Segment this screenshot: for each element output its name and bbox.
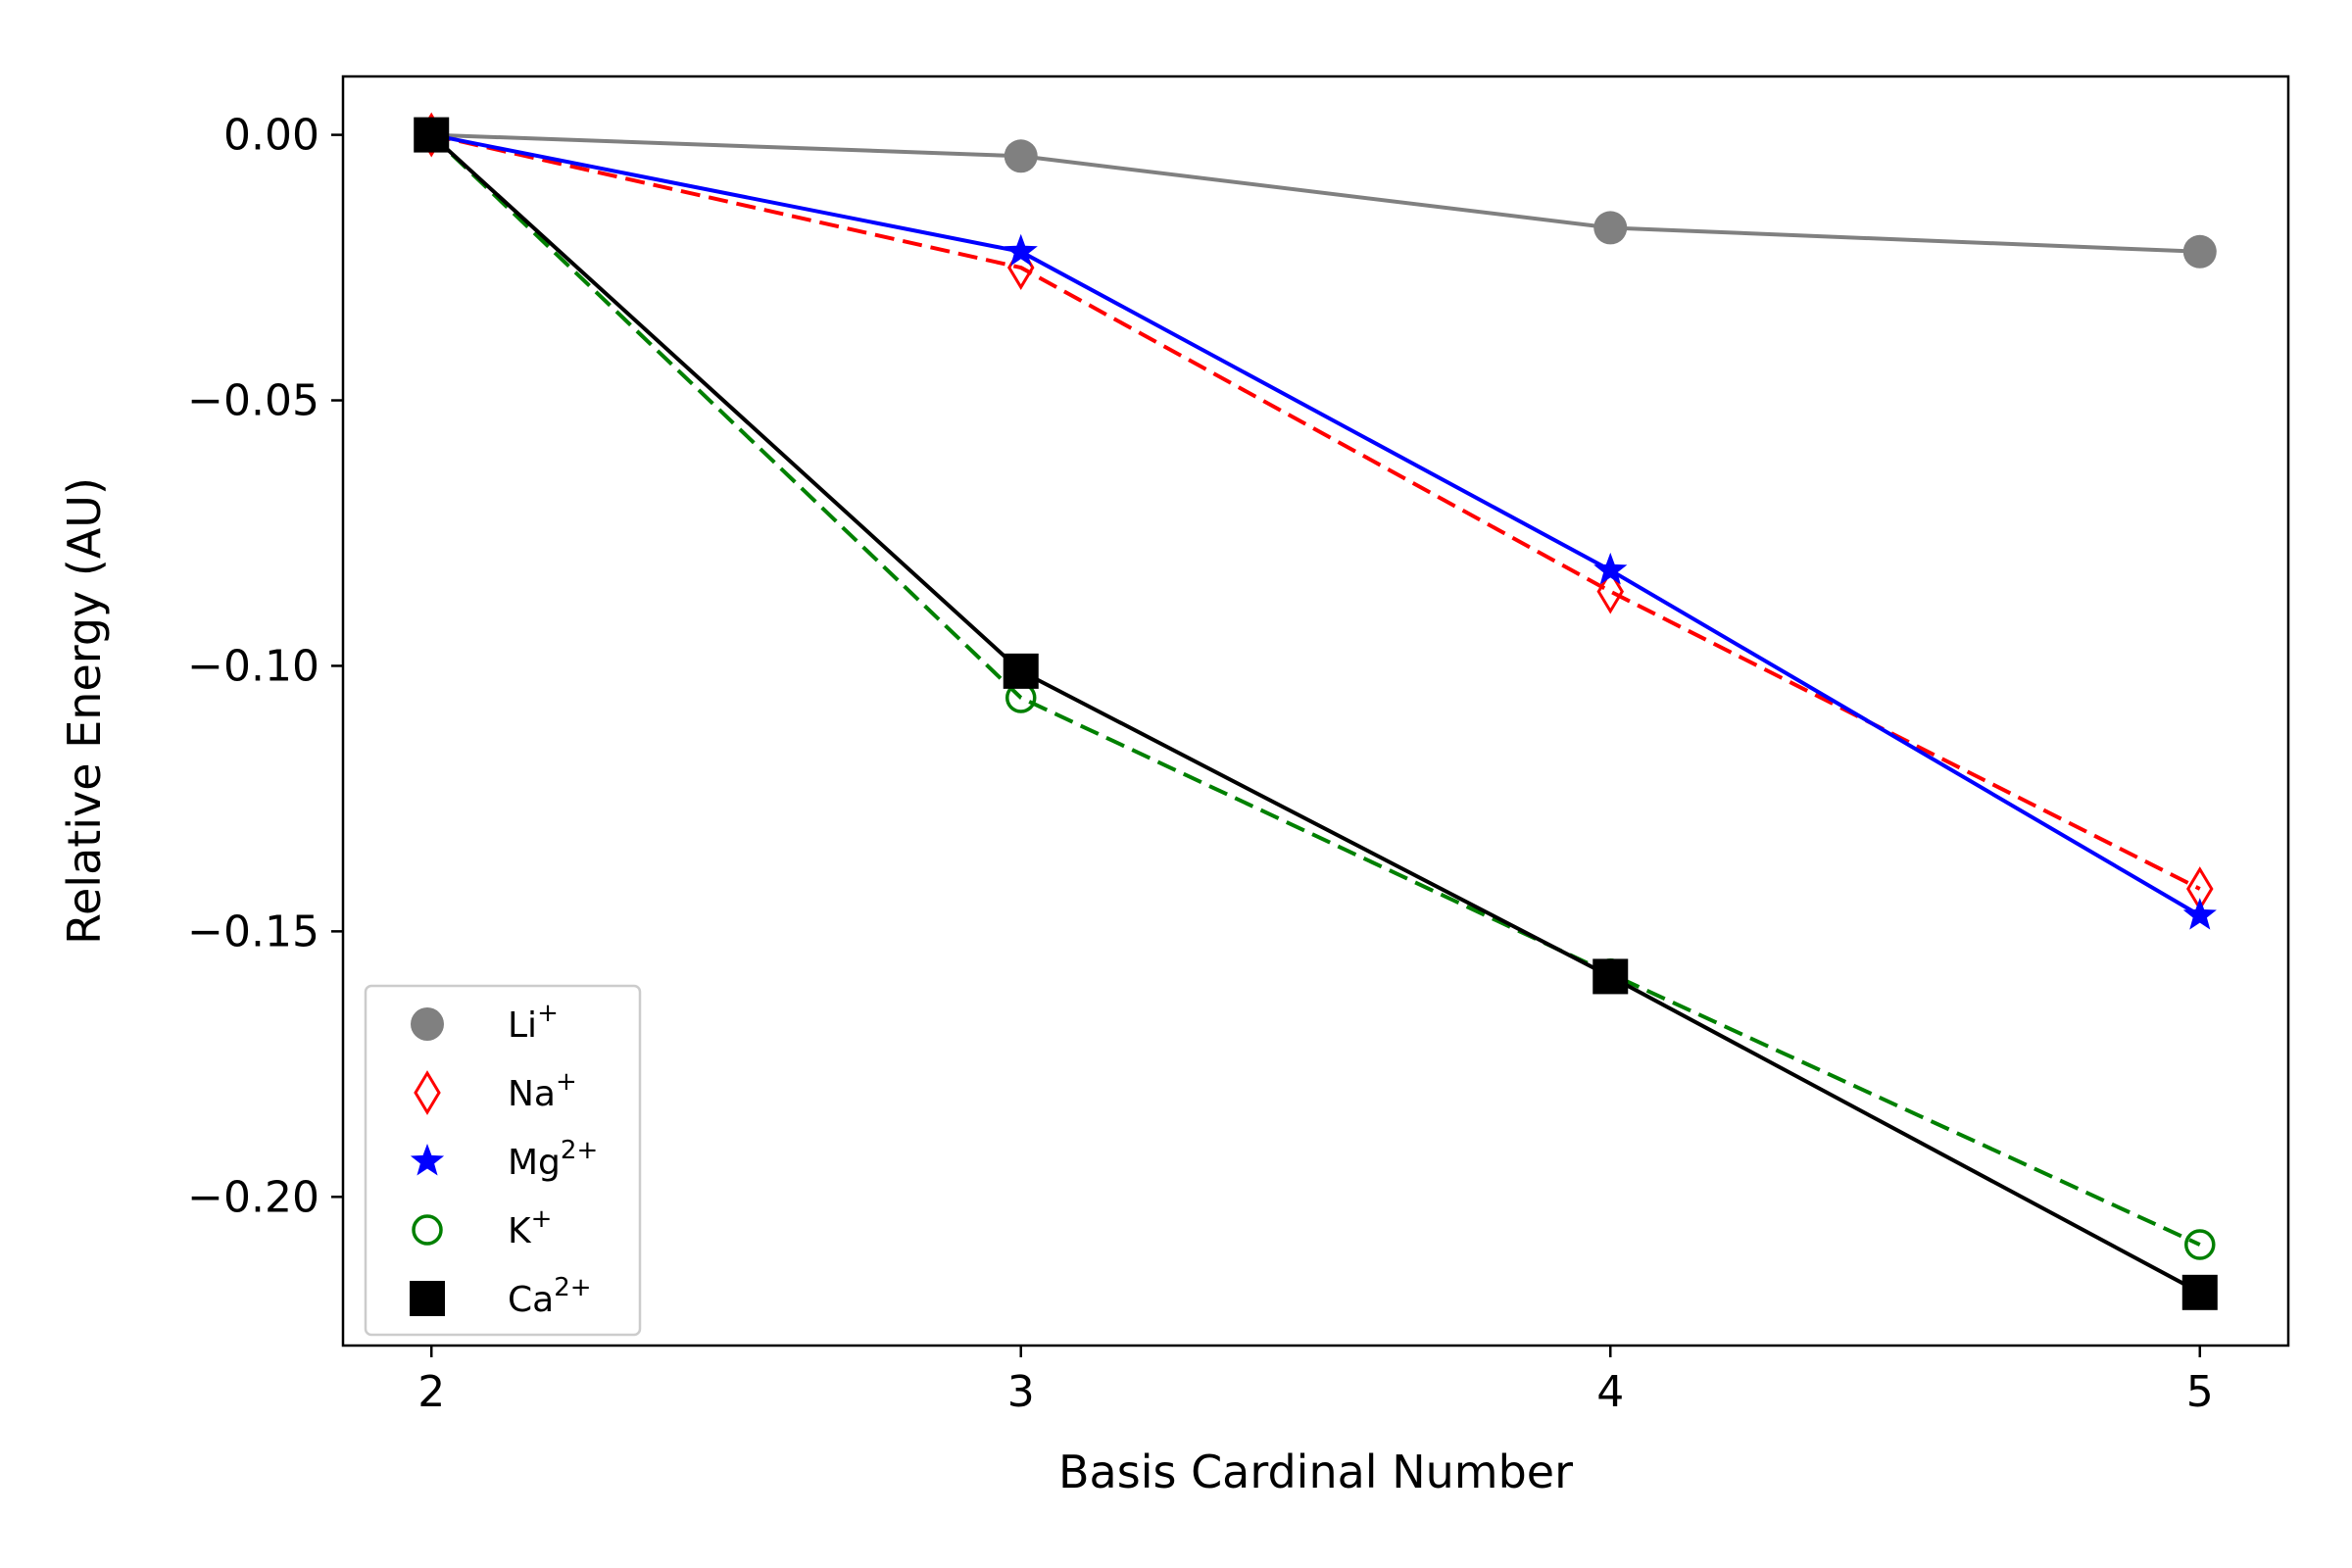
- data-point-li: [1593, 211, 1628, 245]
- legend-item-mg: Mg2+: [410, 1136, 598, 1183]
- legend-items: Li+Na+Mg2+K+Ca2+: [410, 999, 598, 1320]
- legend-ion-name: Li: [508, 1005, 537, 1046]
- legend-ion-name: Ca: [508, 1280, 554, 1320]
- series-k: [416, 119, 2216, 1260]
- legend-marker-ca: [410, 1281, 445, 1316]
- y-tick-label: −0.10: [187, 641, 319, 691]
- y-tick-label: −0.15: [187, 906, 319, 956]
- legend-item-ca: Ca2+: [410, 1273, 592, 1320]
- plot-area-frame: [341, 74, 2290, 1348]
- legend-ion-charge: 2+: [561, 1136, 598, 1165]
- data-point-mg: [2182, 898, 2217, 930]
- x-tick-label: 2: [417, 1367, 445, 1417]
- data-point-li: [2182, 234, 2217, 269]
- legend-item-na: Na+: [414, 1067, 577, 1115]
- series-line-ca: [429, 133, 2201, 1295]
- y-axis-label: Relative Energy (AU): [58, 477, 111, 945]
- data-point-k: [2184, 1229, 2216, 1260]
- data-point-ca: [2181, 1274, 2218, 1310]
- y-tick-label: −0.05: [187, 376, 319, 426]
- x-axis-ticks: 2 3 4 5: [417, 1346, 2214, 1417]
- legend-ion-name: Mg: [508, 1143, 561, 1183]
- y-tick-label: 0.00: [223, 111, 319, 161]
- x-axis-label: Basis Cardinal Number: [1058, 1446, 1573, 1498]
- legend-item-k: K+: [412, 1204, 552, 1251]
- y-tick-label: −0.20: [187, 1172, 319, 1222]
- series-mg: [415, 117, 2217, 930]
- legend-marker-k: [412, 1214, 443, 1246]
- data-point-ca: [414, 117, 450, 153]
- x-tick-label: 3: [1007, 1367, 1035, 1417]
- legend-marker-mg: [410, 1144, 445, 1176]
- legend-label-ca: Ca2+: [508, 1273, 592, 1320]
- data-point-na: [1596, 568, 1625, 614]
- legend-marker-na: [414, 1070, 441, 1115]
- legend-label-na: Na+: [508, 1067, 577, 1114]
- data-point-mg: [1004, 233, 1038, 267]
- series-na: [417, 112, 2214, 911]
- series-line-na: [430, 132, 2201, 891]
- series-layer: [414, 112, 2218, 1310]
- legend-ion-name: K: [508, 1211, 532, 1251]
- legend-ion-charge: +: [537, 999, 559, 1028]
- series-ca: [414, 117, 2218, 1310]
- legend-ion-charge: +: [556, 1067, 577, 1097]
- series-line-li: [431, 132, 2200, 254]
- legend-ion-charge: 2+: [554, 1273, 591, 1302]
- data-point-li: [1004, 139, 1038, 173]
- legend-ion-name: Na: [508, 1074, 556, 1114]
- legend-ion-charge: +: [531, 1204, 553, 1234]
- legend-label-mg: Mg2+: [508, 1136, 598, 1183]
- y-axis-ticks: 0.00 −0.05 −0.10 −0.15 −0.20: [187, 111, 343, 1222]
- data-point-mg: [1593, 552, 1628, 585]
- series-line-k: [429, 133, 2201, 1247]
- legend-marker-li: [411, 1007, 444, 1041]
- series-line-mg: [430, 132, 2201, 917]
- legend: Li+Na+Mg2+K+Ca2+: [364, 984, 642, 1337]
- legend-label-k: K+: [508, 1204, 552, 1251]
- legend-label-li: Li+: [508, 999, 559, 1046]
- legend-box: [364, 984, 642, 1337]
- x-tick-label: 5: [2186, 1367, 2214, 1417]
- legend-item-li: Li+: [411, 999, 559, 1046]
- data-point-ca: [1003, 653, 1039, 689]
- x-tick-label: 4: [1596, 1367, 1624, 1417]
- data-point-ca: [1592, 958, 1629, 995]
